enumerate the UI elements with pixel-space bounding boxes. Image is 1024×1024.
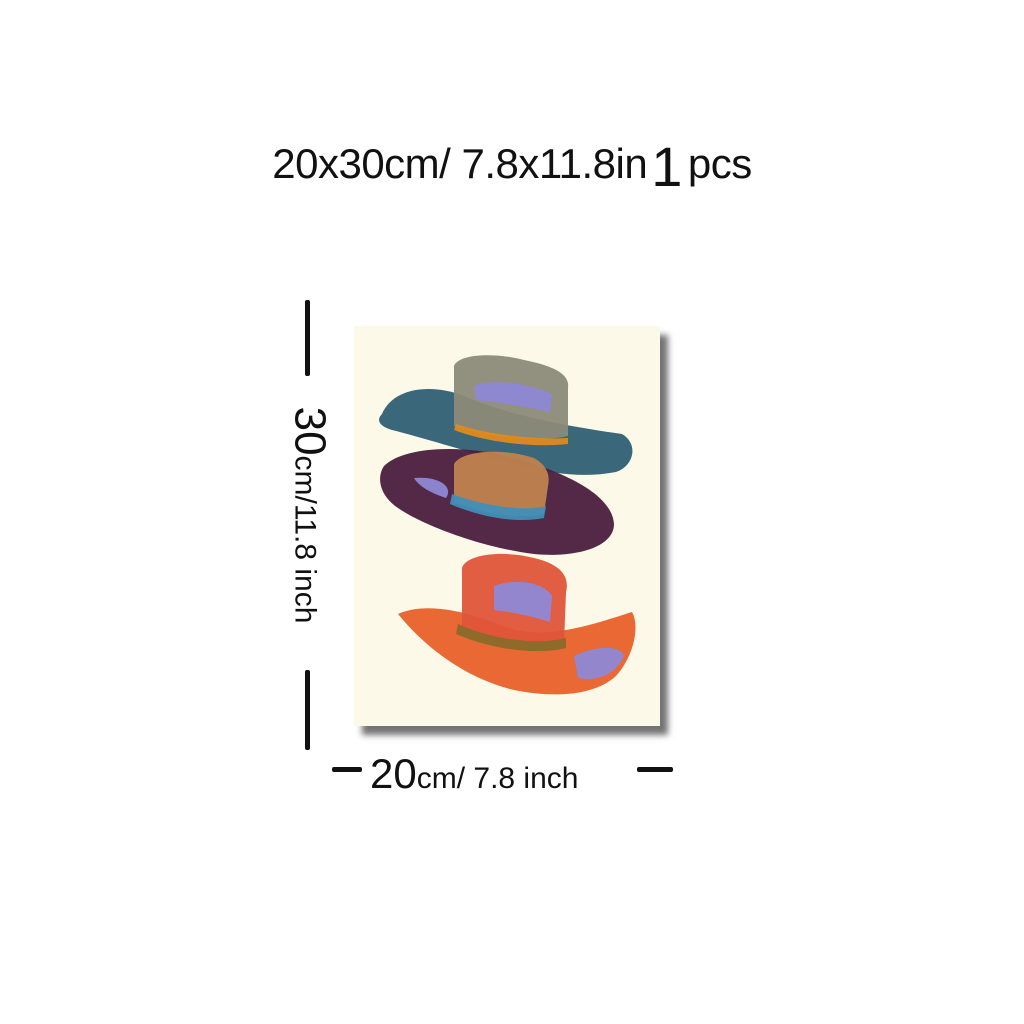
product-size-title: 20x30cm/ 7.8x11.8in1 pcs xyxy=(0,136,1024,195)
height-unit-text: cm/11.8 inch xyxy=(288,455,322,624)
width-dimension-label: 20cm/ 7.8 inch xyxy=(370,752,578,801)
quantity-number: 1 xyxy=(651,135,682,198)
width-value: 20 xyxy=(370,750,417,797)
cowboy-hats-painting xyxy=(379,355,636,695)
top-hat xyxy=(379,355,633,475)
height-value: 30 xyxy=(285,406,335,456)
height-dimension-line-top xyxy=(305,300,310,376)
width-dimension-line-right xyxy=(637,767,673,772)
quantity-unit: pcs xyxy=(687,140,752,187)
bottom-hat xyxy=(398,553,636,695)
height-dimension-line-bottom xyxy=(305,670,310,750)
size-text: 20x30cm/ 7.8x11.8in xyxy=(272,140,648,187)
middle-hat xyxy=(380,448,614,555)
width-unit-text: cm/ 7.8 inch xyxy=(416,762,579,795)
canvas-print xyxy=(354,326,660,726)
height-dimension-label: 30cm/11.8 inch xyxy=(285,407,335,624)
width-dimension-line-left xyxy=(332,767,362,772)
